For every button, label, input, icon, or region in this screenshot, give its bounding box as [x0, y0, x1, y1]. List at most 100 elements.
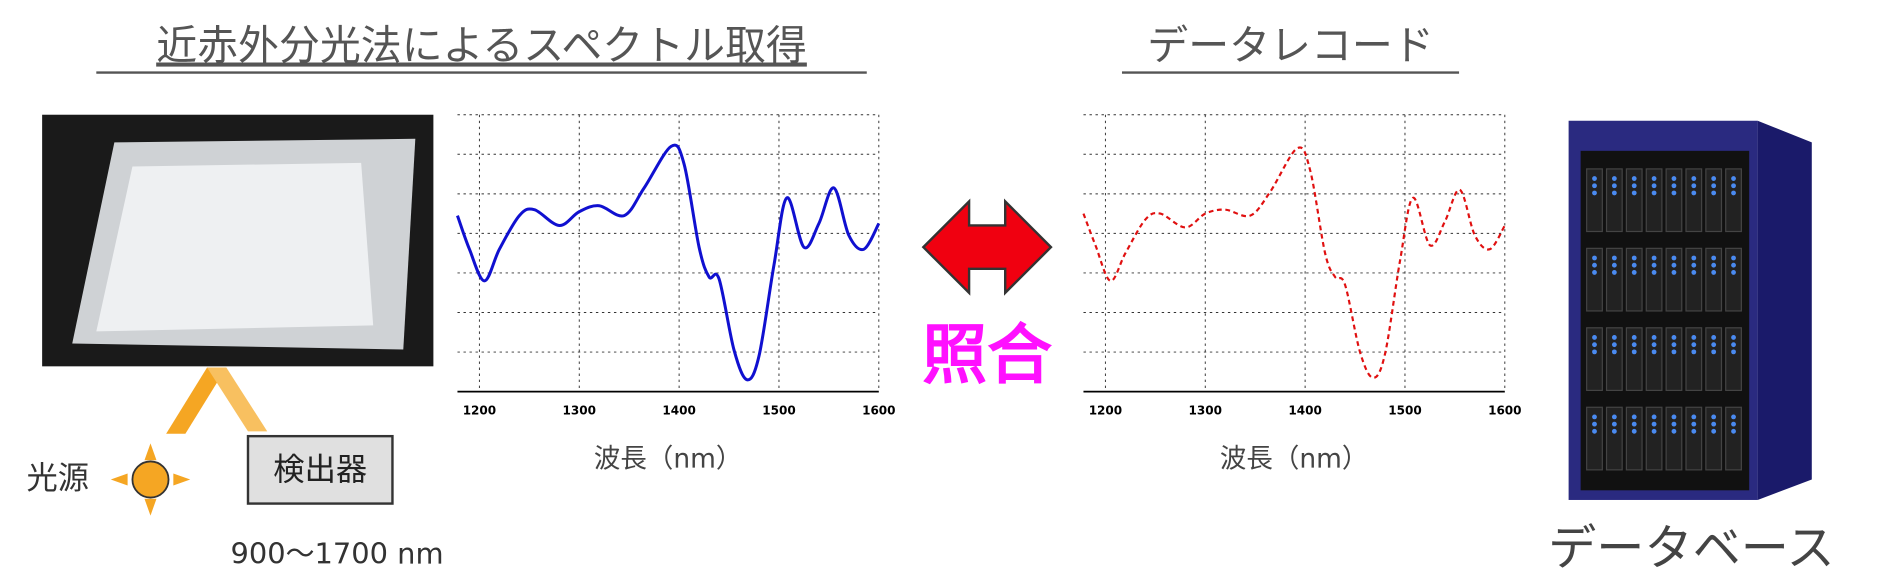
drive-led [1631, 270, 1637, 275]
drive-led [1631, 349, 1637, 355]
drive-led [1592, 414, 1597, 420]
drive-led [1592, 176, 1597, 181]
drive-led [1731, 190, 1736, 196]
drive-led [1592, 190, 1597, 196]
x-tick-label: 1200 [463, 403, 496, 417]
drive-led [1691, 421, 1697, 427]
drive-led [1711, 421, 1717, 427]
drive-led [1731, 414, 1736, 420]
drive-led [1651, 414, 1657, 420]
drive-led [1592, 349, 1597, 355]
drive-bay [1685, 168, 1703, 233]
drive-led [1731, 183, 1736, 189]
drive-led [1611, 176, 1617, 181]
drive-led [1611, 342, 1617, 348]
drive-led [1631, 255, 1637, 261]
drive-bay [1586, 247, 1603, 312]
drive-bay [1665, 327, 1683, 392]
drive-bay [1705, 247, 1723, 312]
drive-led [1592, 421, 1597, 427]
title-left: 近赤外分光法によるスペクトル取得 [156, 22, 807, 70]
drive-led [1711, 349, 1717, 355]
drive-led [1731, 176, 1736, 181]
drive-bay [1605, 168, 1623, 233]
drive-led [1671, 262, 1677, 268]
x-tick-label: 1400 [662, 403, 695, 417]
drive-led [1611, 262, 1617, 268]
drive-led [1651, 270, 1657, 275]
server-icon [1568, 120, 1812, 500]
x-tick-label: 1400 [1288, 403, 1321, 417]
sample-powder [96, 162, 374, 332]
drive-led [1651, 421, 1657, 427]
drive-led [1731, 262, 1736, 268]
drive-bay [1665, 247, 1683, 312]
drive-led [1611, 270, 1617, 275]
x-tick-label: 1600 [1488, 403, 1521, 417]
x-tick-label: 1300 [1189, 403, 1222, 417]
drive-led [1711, 255, 1717, 261]
drive-led [1691, 190, 1697, 196]
drive-led [1671, 183, 1677, 189]
x-tick-label: 1500 [762, 403, 795, 417]
x-tick-label: 1300 [563, 403, 596, 417]
drive-led [1711, 414, 1717, 420]
drive-led [1611, 255, 1617, 261]
drive-led [1651, 342, 1657, 348]
drive-led [1691, 414, 1697, 420]
drive-led [1711, 342, 1717, 348]
drive-led [1711, 190, 1717, 196]
drive-led [1611, 190, 1617, 196]
drive-led [1671, 349, 1677, 355]
x-tick-label: 1600 [862, 403, 895, 417]
drive-led [1711, 183, 1717, 189]
drive-led [1611, 349, 1617, 355]
drive-led [1711, 262, 1717, 268]
drive-led [1691, 176, 1697, 181]
drive-bay [1705, 168, 1723, 233]
x-tick-label: 1500 [1388, 403, 1421, 417]
drive-led [1671, 255, 1677, 261]
drive-led [1611, 335, 1617, 340]
drive-led [1691, 262, 1697, 268]
drive-led [1691, 349, 1697, 355]
drive-bay [1625, 247, 1643, 312]
drive-led [1592, 255, 1597, 261]
light-source-label: 光源 [26, 460, 89, 496]
drive-bay [1605, 247, 1623, 312]
drive-bay [1625, 406, 1643, 471]
drive-led [1671, 414, 1677, 420]
drive-led [1731, 255, 1736, 261]
match-arrow [921, 198, 1053, 296]
drive-led [1731, 342, 1736, 348]
drive-led [1592, 335, 1597, 340]
drive-led [1651, 255, 1657, 261]
drive-led [1631, 414, 1637, 420]
drive-bay [1685, 327, 1703, 392]
drive-led [1611, 183, 1617, 189]
drive-bay [1725, 168, 1742, 233]
drive-led [1651, 262, 1657, 268]
drive-led [1651, 335, 1657, 340]
drive-bay [1645, 406, 1663, 471]
drive-bay [1665, 168, 1683, 233]
drive-led [1592, 183, 1597, 189]
detector-box [246, 434, 394, 505]
drive-bay [1725, 247, 1742, 312]
match-label: 照合 [922, 318, 1052, 393]
drive-led [1691, 255, 1697, 261]
drive-led [1631, 262, 1637, 268]
drive-led [1691, 335, 1697, 340]
drive-led [1691, 270, 1697, 275]
drive-led [1711, 335, 1717, 340]
drive-led [1592, 262, 1597, 268]
drive-led [1671, 335, 1677, 340]
drive-bay [1586, 168, 1603, 233]
drive-led [1631, 335, 1637, 340]
drive-led [1691, 428, 1697, 434]
drive-bay [1586, 327, 1603, 392]
drive-led [1731, 270, 1736, 275]
drive-led [1651, 349, 1657, 355]
drive-led [1611, 428, 1617, 434]
drive-led [1592, 428, 1597, 434]
